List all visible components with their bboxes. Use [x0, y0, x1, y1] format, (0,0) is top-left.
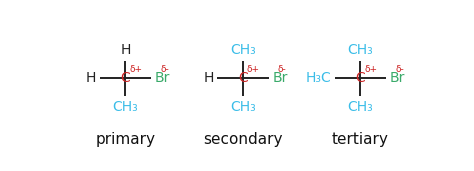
Text: δ-: δ- [395, 65, 404, 74]
Text: Br: Br [390, 71, 405, 86]
Text: H: H [86, 71, 96, 86]
Text: C: C [356, 71, 365, 86]
Text: H: H [120, 43, 130, 57]
Text: CH₃: CH₃ [112, 100, 138, 114]
Text: H: H [203, 71, 213, 86]
Text: Br: Br [272, 71, 288, 86]
Text: tertiary: tertiary [332, 132, 389, 147]
Text: δ-: δ- [278, 65, 287, 74]
Text: H₃C: H₃C [305, 71, 331, 86]
Text: Br: Br [155, 71, 170, 86]
Text: CH₃: CH₃ [230, 100, 256, 114]
Text: C: C [120, 71, 130, 86]
Text: δ-: δ- [160, 65, 169, 74]
Text: CH₃: CH₃ [347, 43, 374, 57]
Text: δ+: δ+ [364, 65, 377, 74]
Text: primary: primary [95, 132, 155, 147]
Text: secondary: secondary [203, 132, 283, 147]
Text: CH₃: CH₃ [230, 43, 256, 57]
Text: CH₃: CH₃ [347, 100, 374, 114]
Text: δ+: δ+ [129, 65, 142, 74]
Text: C: C [238, 71, 248, 86]
Text: δ+: δ+ [246, 65, 260, 74]
